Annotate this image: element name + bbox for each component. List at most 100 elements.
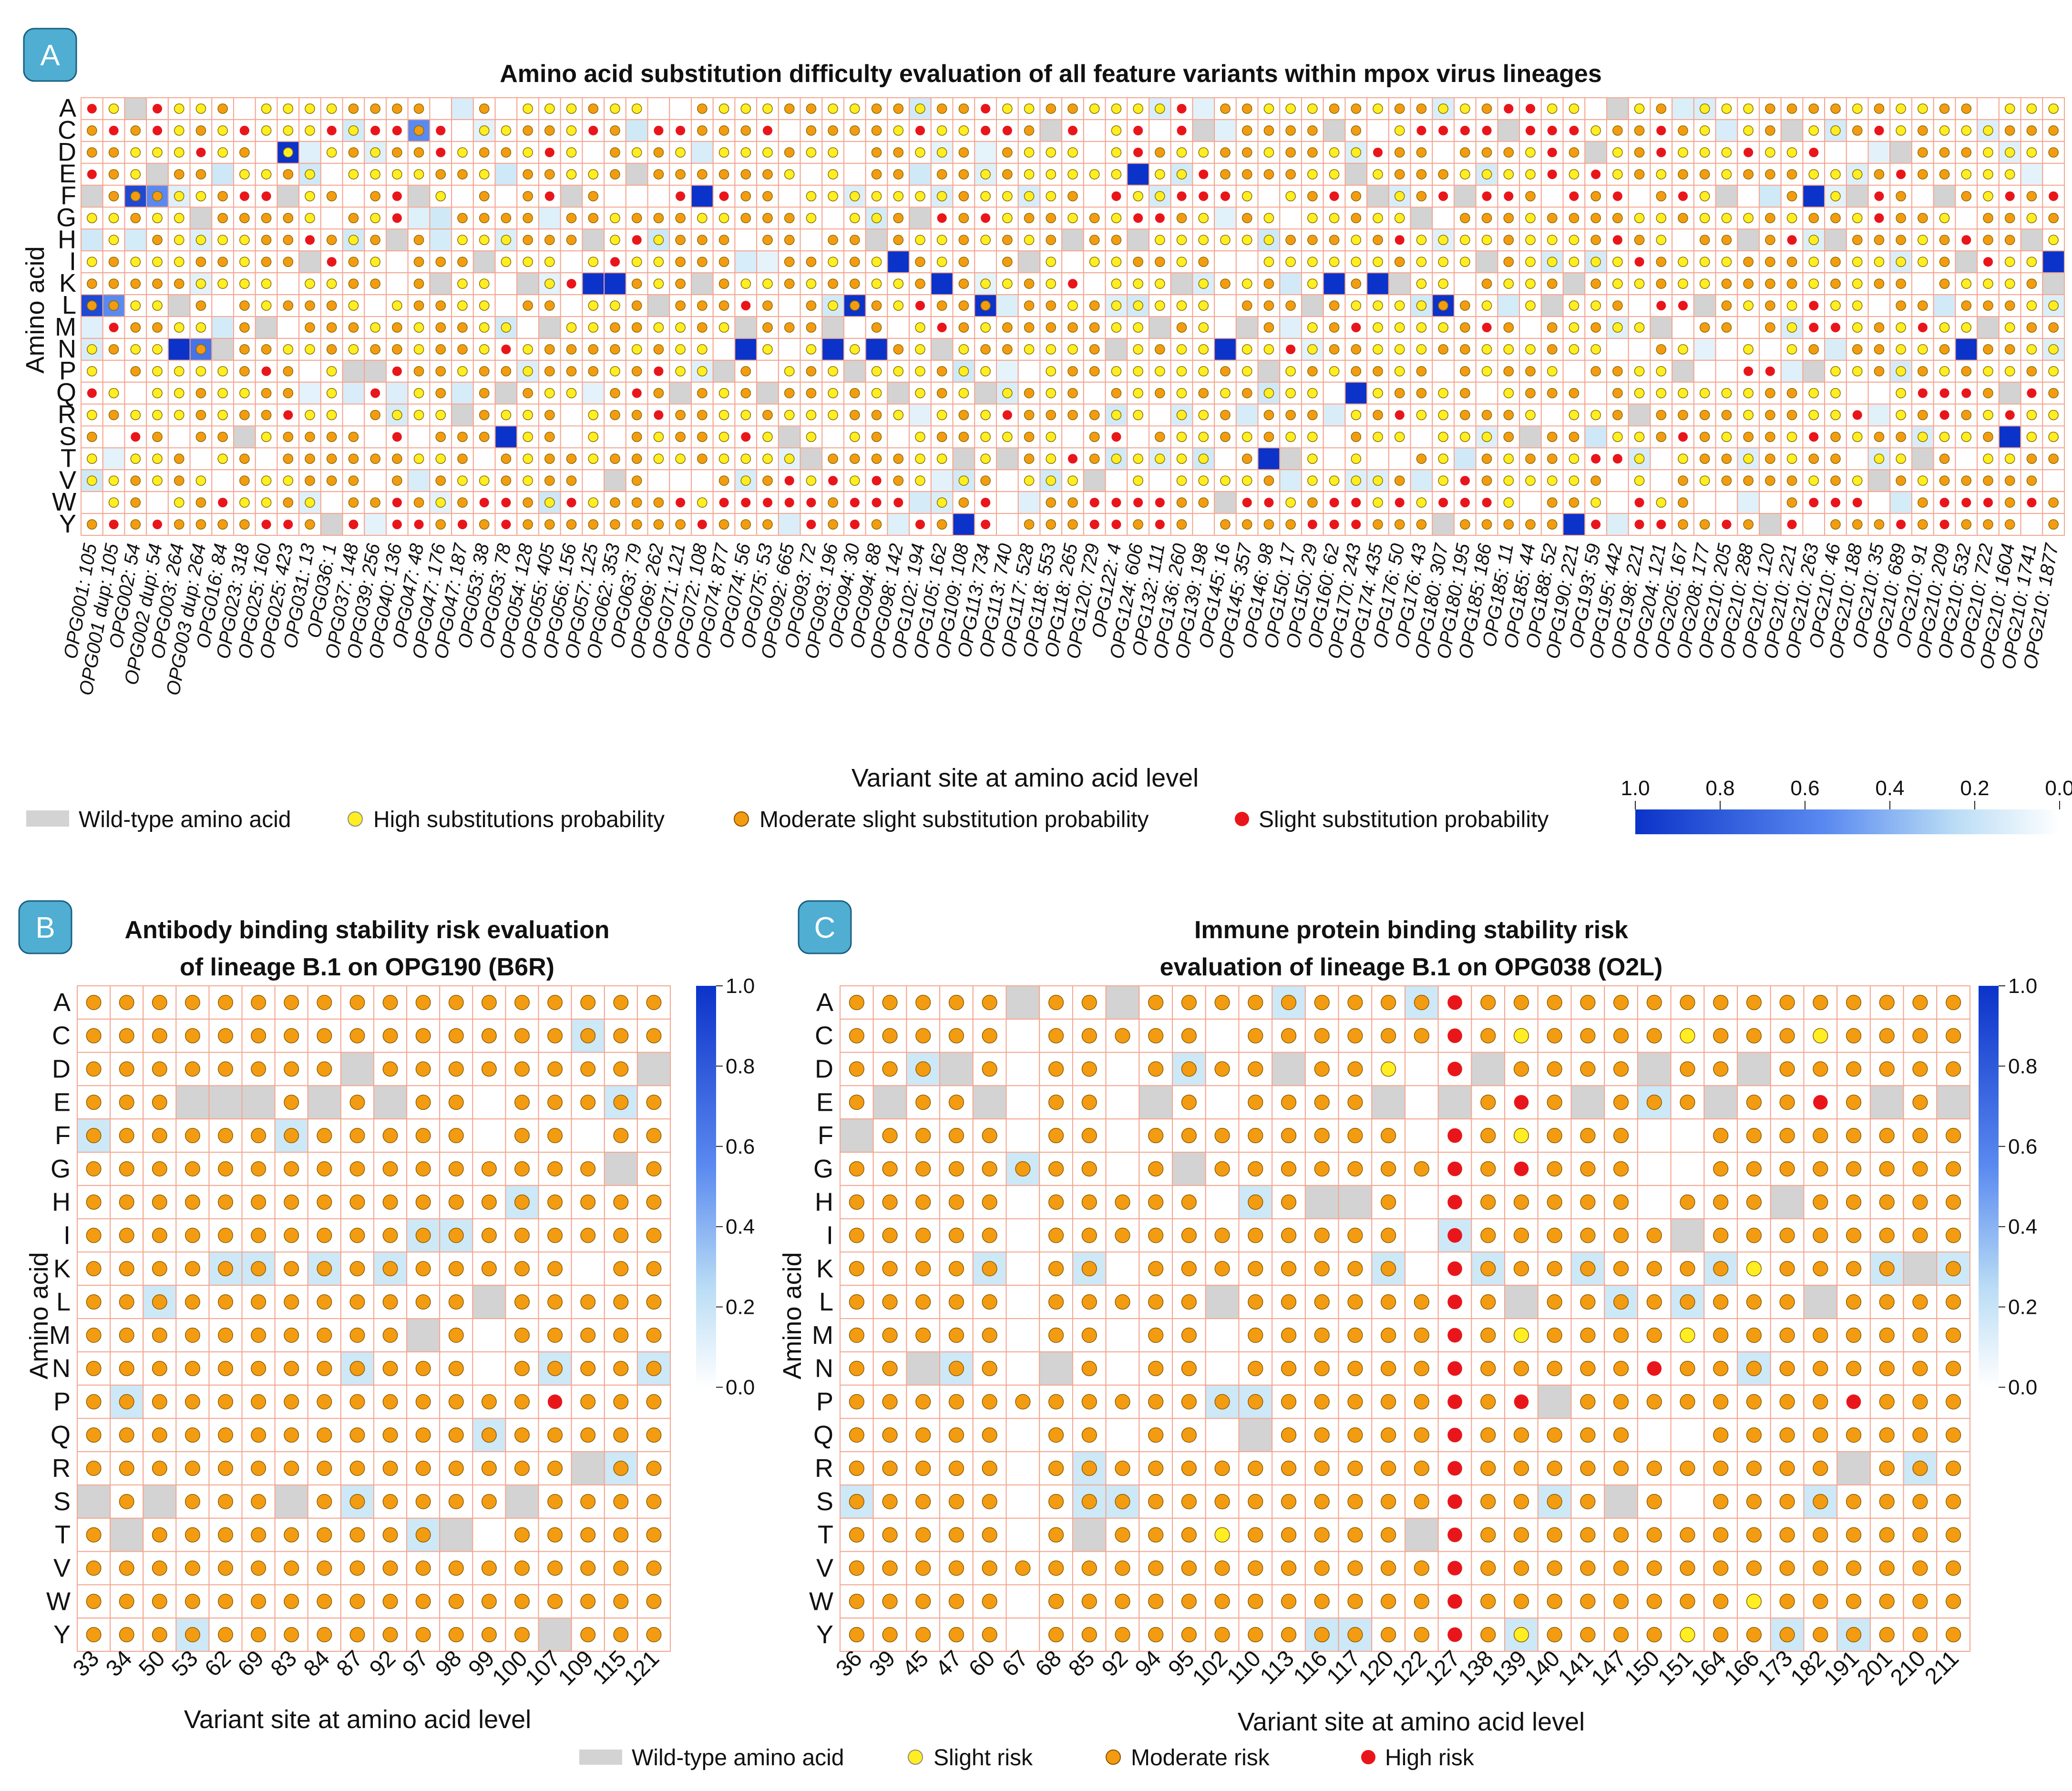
- panel-b-cell: [77, 1484, 111, 1519]
- panel-c-dot: [1081, 1194, 1097, 1210]
- panel-a-dot: [1786, 453, 1797, 464]
- panel-a-dot: [1438, 278, 1448, 289]
- panel-a-dot: [1961, 431, 1972, 442]
- panel-a-dot: [457, 147, 468, 158]
- panel-a-dot: [762, 475, 773, 486]
- panel-a-dot: [1329, 498, 1339, 508]
- panel-c-dot: [915, 1261, 931, 1277]
- panel-a-dot: [1329, 213, 1340, 224]
- panel-b-dot: [481, 1228, 497, 1243]
- panel-c-dot: [849, 1527, 864, 1543]
- panel-a-dot: [610, 453, 620, 464]
- panel-a-dot: [740, 278, 751, 289]
- panel-a-cell: [560, 294, 583, 317]
- panel-b-cell: [505, 1484, 539, 1519]
- panel-c-dot: [1048, 1594, 1064, 1609]
- panel-c-dot: [1314, 1361, 1330, 1376]
- panel-b-dot: [613, 1627, 629, 1643]
- panel-c-dot: [1214, 1494, 1230, 1509]
- panel-c-cell: [1272, 1052, 1306, 1086]
- panel-a-dot: [828, 300, 838, 311]
- panel-a-dot: [174, 388, 185, 399]
- panel-a-dot: [915, 235, 925, 246]
- panel-a-dot: [501, 519, 511, 530]
- panel-a-cell: [277, 184, 300, 208]
- panel-a-dot: [1133, 191, 1143, 202]
- panel-b-dot: [119, 1427, 134, 1443]
- panel-a-dot: [1416, 322, 1427, 333]
- panel-c-dot: [849, 1427, 864, 1443]
- panel-c-dot: [982, 1161, 997, 1177]
- panel-a-dot: [980, 431, 991, 442]
- panel-b-dot: [481, 1627, 497, 1643]
- panel-a-dot: [1089, 431, 1100, 442]
- panel-a-dot: [1285, 256, 1296, 267]
- panel-a-dot: [109, 125, 119, 135]
- panel-a-cell: [1933, 294, 1956, 317]
- panel-c-dot: [1148, 1061, 1164, 1077]
- panel-a-dot: [152, 191, 163, 202]
- panel-a-dot: [566, 103, 577, 114]
- panel-a-dot: [1983, 475, 1993, 486]
- panel-a-dot: [1939, 366, 1950, 377]
- panel-c-dot: [1480, 1294, 1496, 1310]
- panel-a-dot: [1460, 366, 1470, 377]
- panel-a-cell: [1214, 119, 1237, 142]
- panel-a-dot: [392, 453, 402, 464]
- panel-a-dot: [1961, 169, 1972, 180]
- panel-c-dot: [1248, 1261, 1263, 1277]
- panel-a-dot: [1176, 453, 1187, 464]
- panel-a-dot: [1808, 169, 1819, 180]
- panel-b-dot: [185, 1594, 200, 1609]
- panel-a-dot: [653, 388, 664, 399]
- panel-a-dot: [195, 300, 206, 311]
- panel-a-cell: [1584, 381, 1607, 405]
- panel-a-dot: [1656, 519, 1666, 530]
- panel-b-dot: [317, 1028, 332, 1044]
- panel-a-dot: [1525, 125, 1536, 135]
- panel-c-dot: [1248, 1061, 1263, 1077]
- panel-c-dot: [1447, 1161, 1462, 1177]
- panel-b-dot: [349, 1161, 365, 1177]
- panel-a-cell: [342, 403, 365, 427]
- panel-a-dot: [1918, 103, 1928, 114]
- panel-a-dot: [174, 475, 185, 486]
- panel-c-dot: [1281, 1394, 1297, 1410]
- panel-a-dot: [370, 388, 380, 398]
- panel-a-dot: [1198, 475, 1209, 486]
- panel-a-dot: [981, 125, 991, 135]
- panel-c-dot: [1480, 1461, 1496, 1476]
- panel-a-dot: [239, 278, 250, 289]
- panel-b-dot: [152, 994, 167, 1010]
- panel-a-row-label: T: [61, 444, 76, 472]
- panel-c-dot: [915, 1061, 931, 1077]
- panel-a-dot: [457, 213, 468, 224]
- panel-a-dot: [1656, 344, 1667, 355]
- panel-a-cell: [1911, 184, 1934, 208]
- panel-a-dot: [675, 256, 686, 267]
- panel-a-dot: [936, 453, 947, 464]
- panel-a-dot: [523, 475, 533, 486]
- panel-c-row-label: Q: [813, 1421, 833, 1449]
- panel-a-dot: [1307, 388, 1318, 399]
- panel-c-dot: [1381, 1627, 1396, 1643]
- panel-a-dot: [1198, 147, 1209, 158]
- panel-a-dot: [283, 213, 294, 224]
- panel-a-dot: [588, 409, 599, 420]
- panel-a-dot: [1634, 147, 1645, 158]
- panel-c-dot: [1314, 1128, 1330, 1144]
- panel-a-dot: [893, 453, 904, 464]
- panel-a-dot: [1155, 169, 1165, 180]
- panel-c-dot: [1214, 1261, 1230, 1277]
- panel-a-cell: [996, 491, 1019, 514]
- panel-c-dot: [849, 1627, 864, 1643]
- panel-a-dot: [1067, 125, 1078, 135]
- panel-c-dot: [1214, 1461, 1230, 1476]
- panel-b-dot: [152, 1461, 167, 1476]
- panel-a-dot: [1743, 103, 1754, 114]
- panel-a-dot: [217, 125, 228, 136]
- panel-a-cell: [1083, 381, 1106, 405]
- panel-a-cell: [691, 272, 714, 296]
- panel-c-row-label: N: [815, 1354, 833, 1383]
- panel-a-dot: [1547, 475, 1558, 486]
